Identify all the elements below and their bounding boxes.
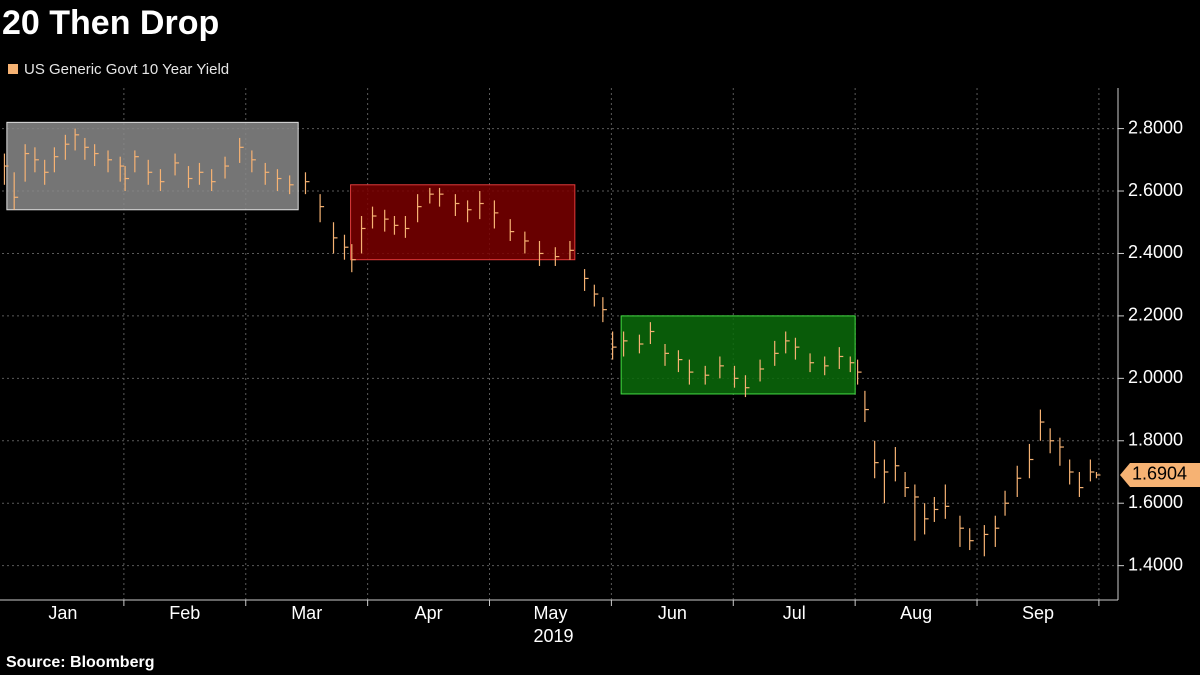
chart-title: 20 Then Drop [2,4,219,42]
last-value-tag [1120,462,1200,487]
y-tick-label: 1.8000 [1128,430,1183,450]
x-tick-label: Sep [1022,603,1054,623]
y-tick-label: 2.4000 [1128,242,1183,262]
y-tick-label: 1.4000 [1128,554,1183,574]
y-tick-label: 2.6000 [1128,180,1183,200]
y-tick-label: 2.8000 [1128,117,1183,137]
x-tick-label: Feb [169,603,200,623]
x-tick-label: Aug [900,603,932,623]
highlight-box [350,184,576,261]
highlight-box [620,315,856,395]
last-value-label: 1.6904 [1132,464,1187,484]
x-axis-label: 2019 [533,626,573,646]
legend-swatch [8,64,18,74]
x-tick-label: Jul [783,603,806,623]
legend-label: US Generic Govt 10 Year Yield [24,61,229,78]
x-tick-label: Mar [291,603,322,623]
x-tick-label: May [533,603,567,623]
y-tick-label: 1.6000 [1128,492,1183,512]
x-tick-label: Jun [658,603,687,623]
y-tick-label: 2.0000 [1128,367,1183,387]
x-tick-label: Jan [48,603,77,623]
y-tick-label: 2.2000 [1128,305,1183,325]
x-tick-label: Apr [415,603,443,623]
source: Source: Bloomberg [6,654,154,671]
highlight-box [6,121,299,211]
